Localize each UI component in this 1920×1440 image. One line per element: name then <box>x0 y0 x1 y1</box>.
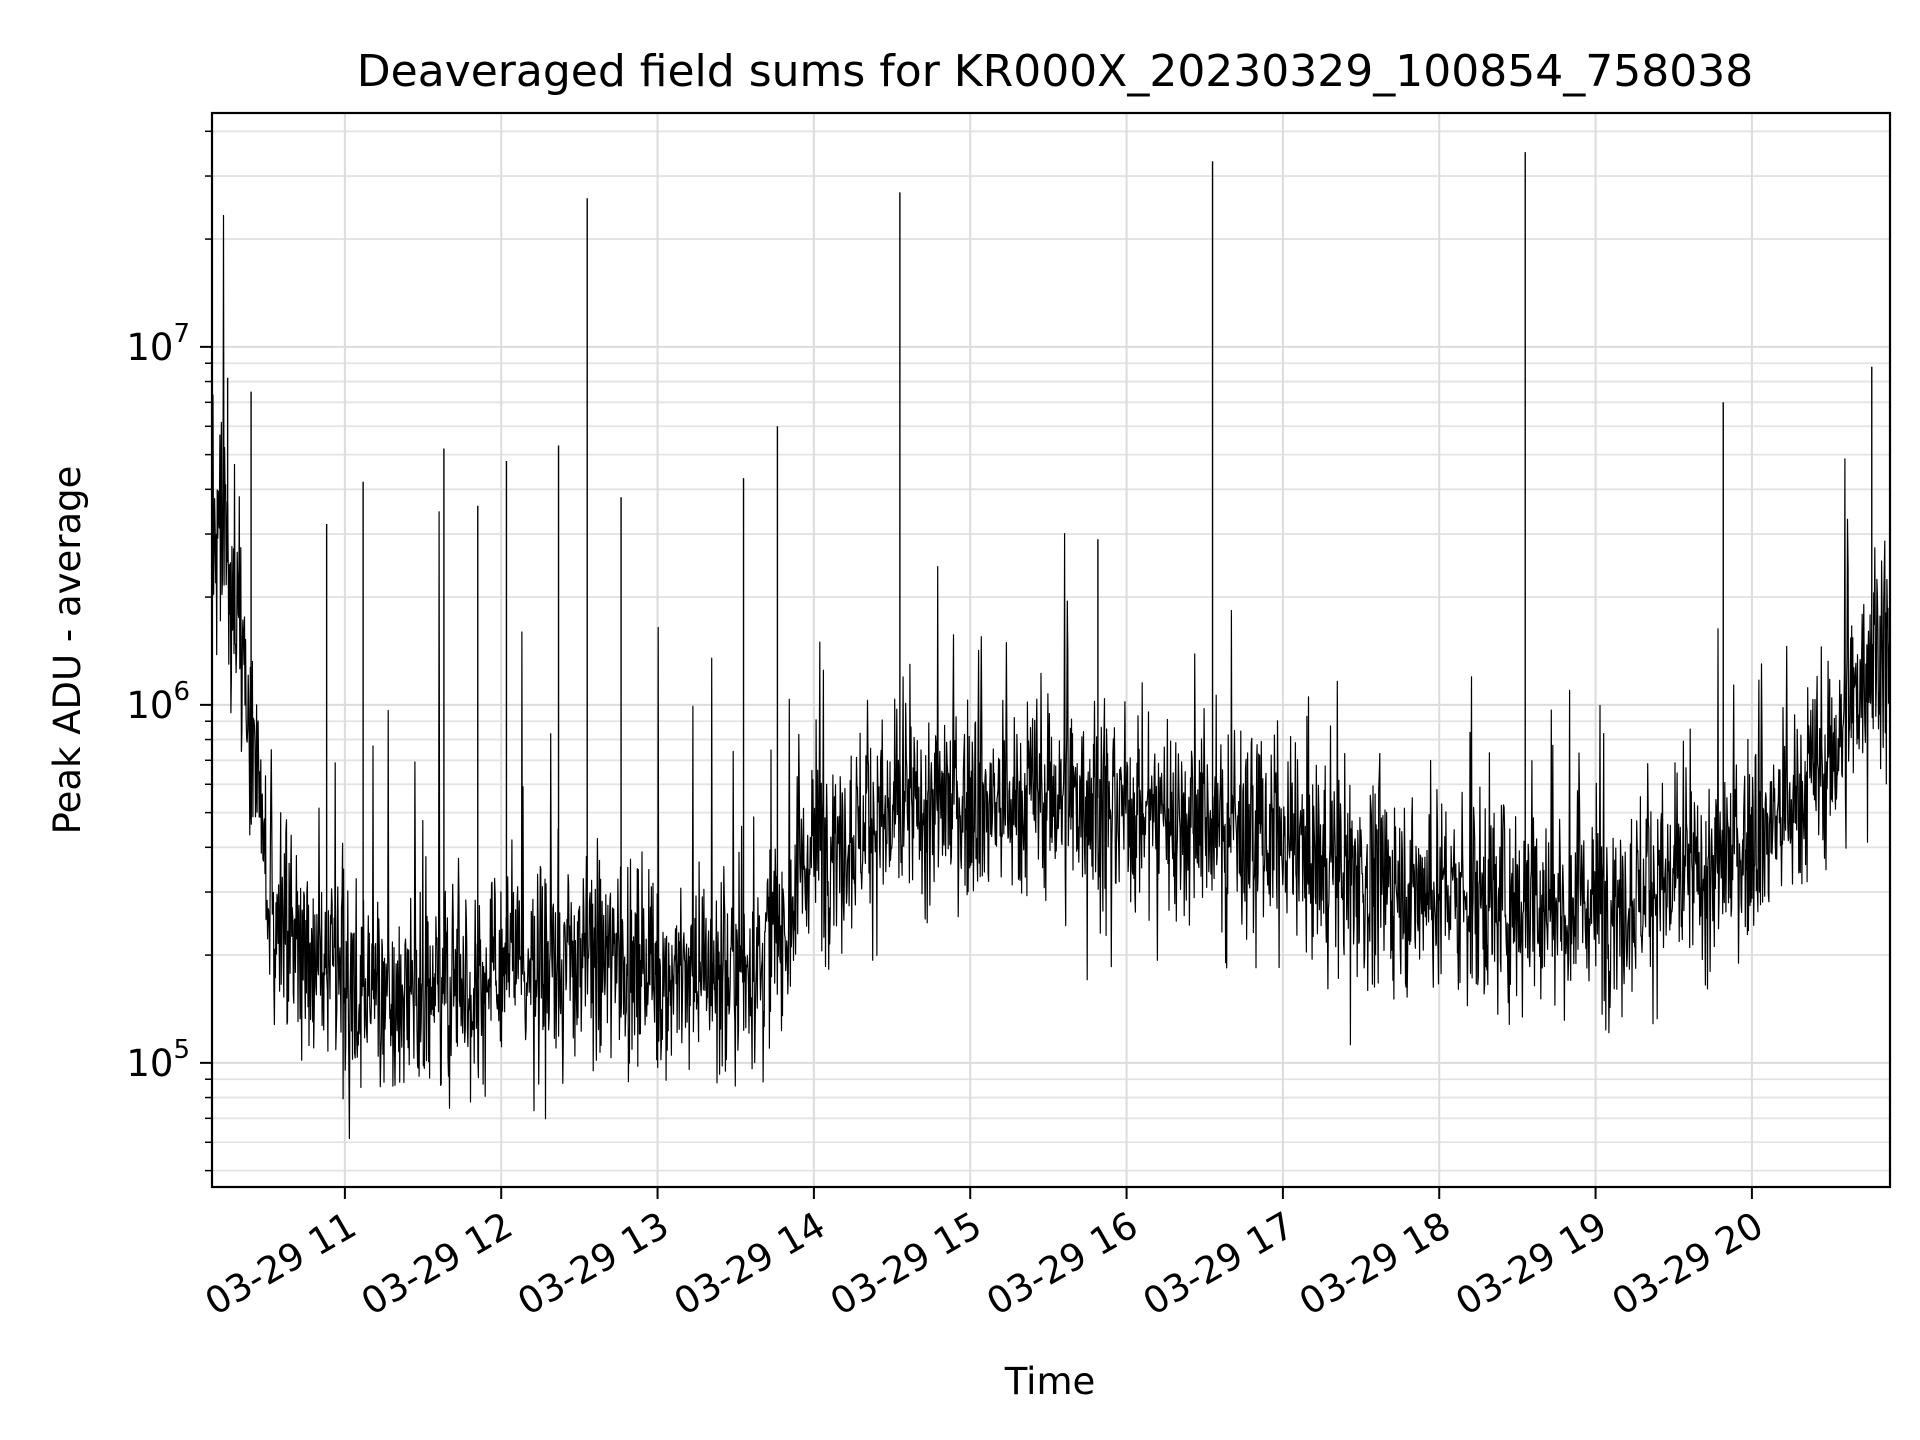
chart-title: Deaveraged field sums for KR000X_2023032… <box>357 46 1753 97</box>
y-axis: 105 106 107 <box>126 130 212 1172</box>
x-axis-label: Time <box>1004 1360 1096 1403</box>
series-line <box>211 214 1891 1140</box>
plot-frame <box>210 111 1892 1189</box>
plot-area <box>211 152 1891 1140</box>
y-tick-label: 107 <box>126 319 190 369</box>
y-axis-label: Peak ADU - average <box>46 466 89 835</box>
y-tick-label: 105 <box>126 1035 190 1085</box>
y-tick-label: 106 <box>126 677 190 727</box>
